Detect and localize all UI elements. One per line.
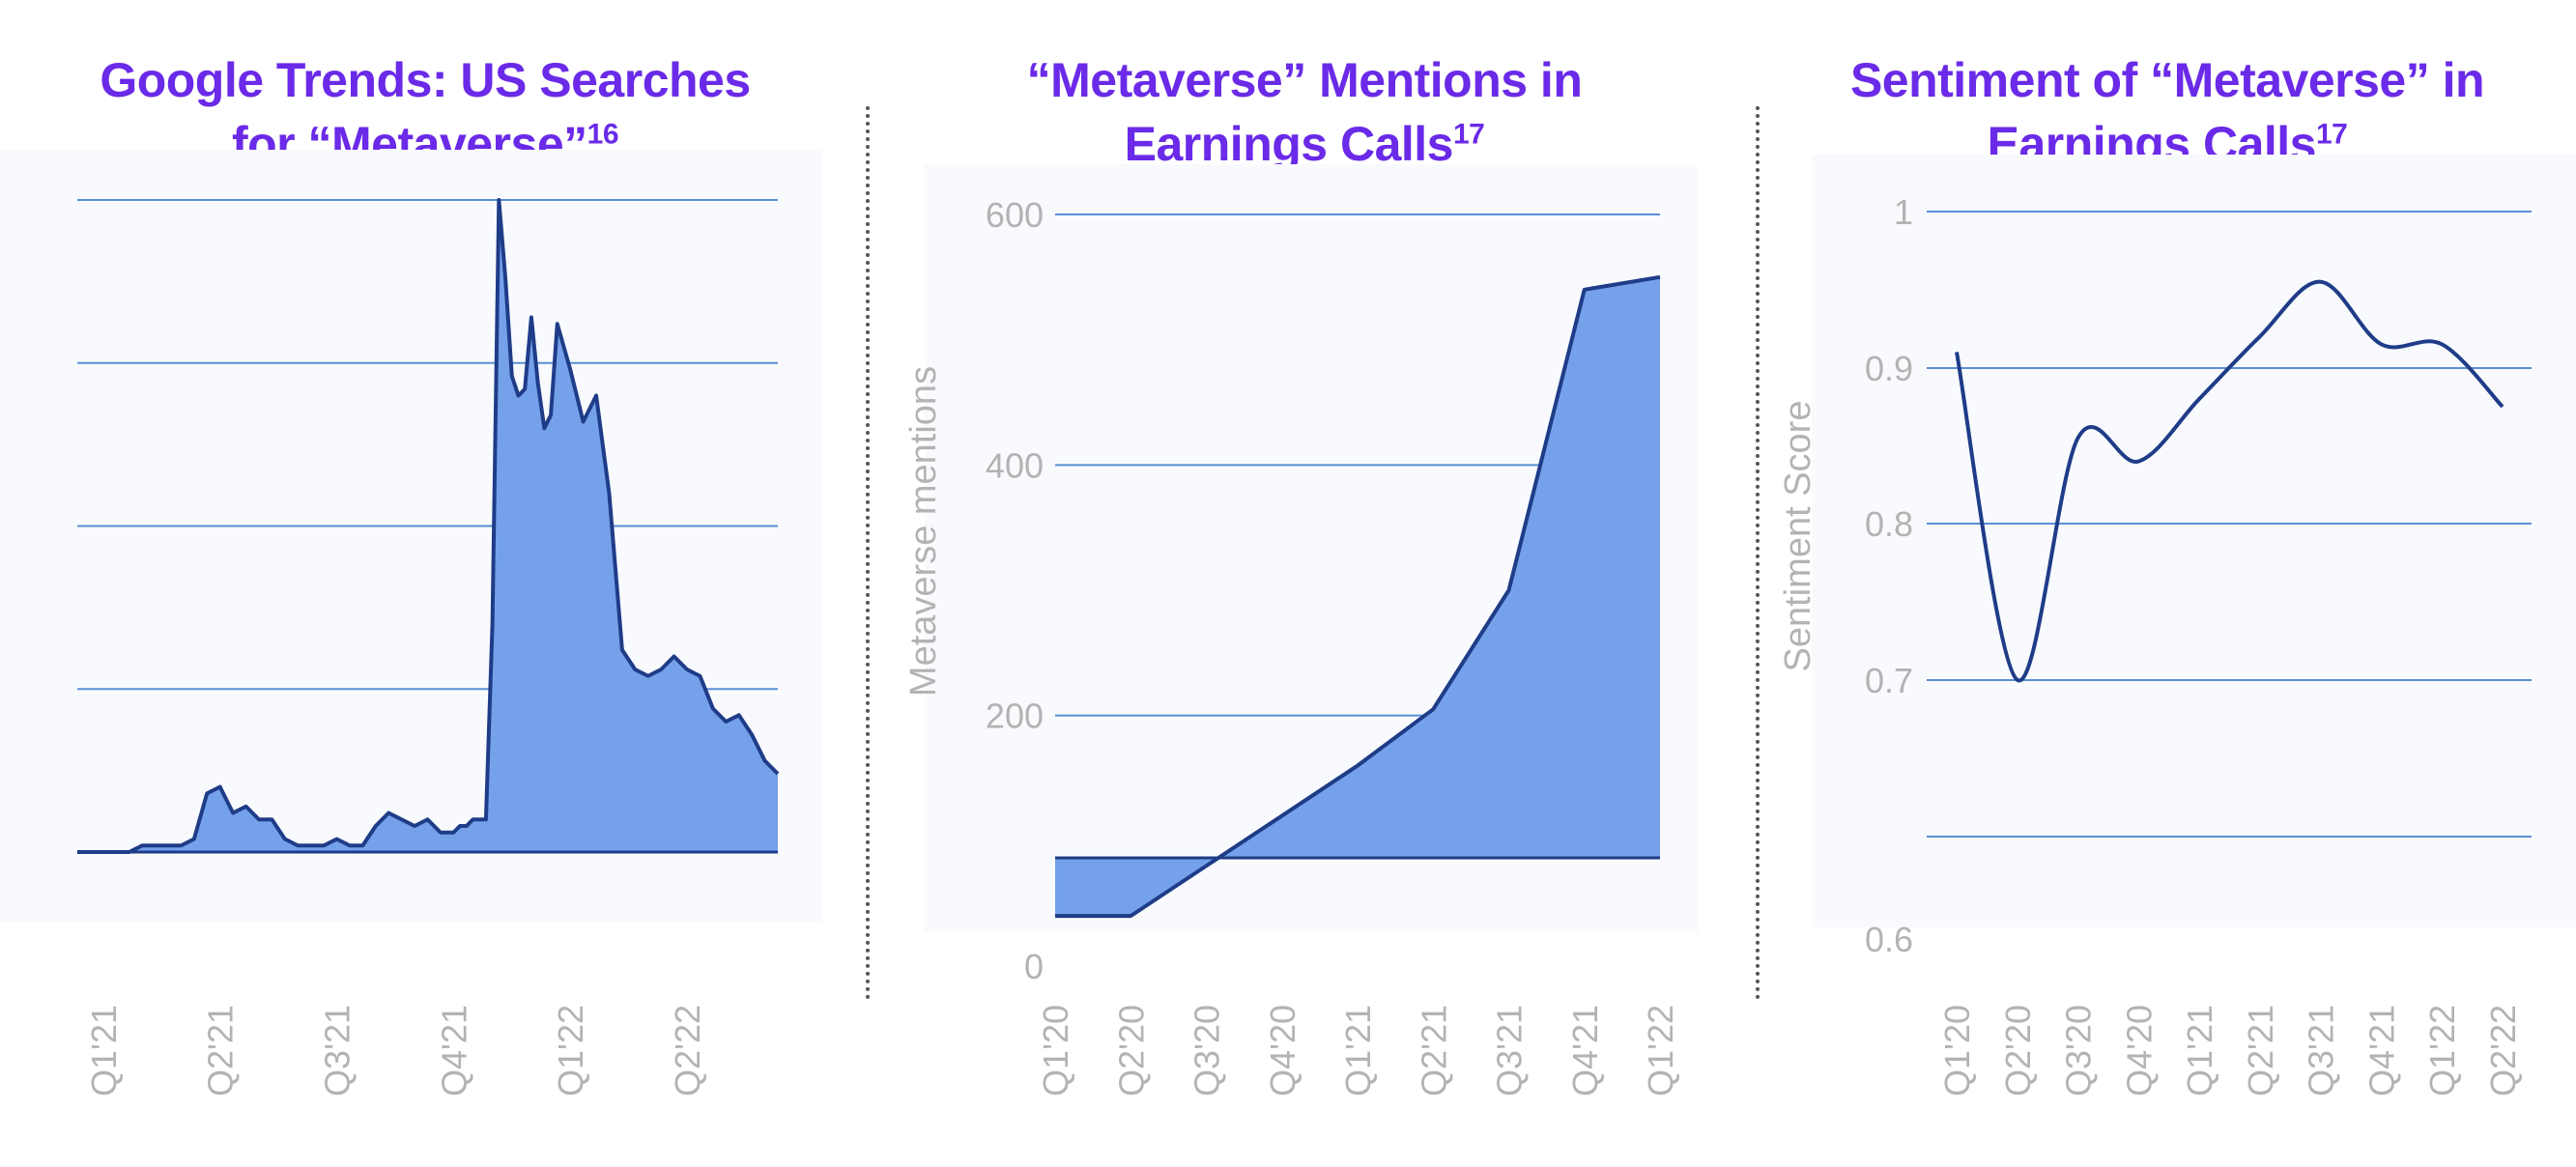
x-tick-label: Q2'21 bbox=[2241, 1005, 2280, 1096]
x-tick-label: Q4'21 bbox=[434, 1005, 473, 1096]
y-tick-label: 200 bbox=[986, 697, 1044, 736]
x-tick-label: Q1'20 bbox=[1937, 1005, 1977, 1096]
plot-background bbox=[1812, 155, 2576, 927]
panel-earnings-mentions: “Metaverse” Mentions in Earnings Calls17… bbox=[879, 0, 1730, 1167]
x-tick-label: Q3'20 bbox=[1188, 1005, 1227, 1096]
x-tick-label: Q2'22 bbox=[668, 1005, 707, 1096]
panel-google-trends: Google Trends: US Searches for “Metavers… bbox=[0, 0, 850, 1167]
y-axis-label: Metaverse mentions bbox=[903, 366, 944, 697]
x-tick-label: Q3'21 bbox=[2302, 1005, 2341, 1096]
chart-title-line: Sentiment of “Metaverse” in bbox=[1849, 53, 2485, 107]
area-fill bbox=[77, 200, 778, 852]
y-tick-label: 0.9 bbox=[1865, 349, 1913, 388]
x-tick-label: Q4'21 bbox=[2361, 1005, 2401, 1096]
y-tick-label: 600 bbox=[986, 195, 1044, 235]
series-line bbox=[77, 198, 780, 854]
x-tick-label: Q2'21 bbox=[201, 1005, 241, 1096]
sentiment-chart: 0.6 0.7 0.8 0.9 1 Sentiment Score Q1'20 Q2'20 Q3… bbox=[1778, 155, 2576, 1096]
chart-title-line: “Metaverse” Mentions in bbox=[1026, 53, 1583, 107]
x-tick-label: Q4'20 bbox=[1263, 1005, 1302, 1096]
x-tick-label: Q2'20 bbox=[1998, 1005, 2038, 1096]
x-tick-label: Q2'22 bbox=[2483, 1005, 2523, 1096]
y-tick-label: 0.7 bbox=[1865, 661, 1913, 700]
series-line bbox=[1955, 279, 2504, 683]
chart-title-line: Google Trends: US Searches bbox=[100, 53, 751, 107]
footnote-ref: 16 bbox=[587, 118, 619, 151]
x-tick-label: Q1'21 bbox=[2180, 1005, 2219, 1096]
x-tick-label: Q1'22 bbox=[1641, 1005, 1680, 1096]
panel-divider bbox=[866, 106, 870, 1000]
chart-title: Google Trends: US Searches for “Metavers… bbox=[0, 48, 850, 176]
panel-sentiment: Sentiment of “Metaverse” in Earnings Cal… bbox=[1759, 0, 2576, 1167]
area-fill bbox=[1055, 276, 1660, 917]
x-tick-label: Q2'21 bbox=[1414, 1005, 1453, 1096]
x-tick-label: Q3'21 bbox=[318, 1005, 358, 1096]
x-tick-label: Q1'22 bbox=[2422, 1005, 2462, 1096]
y-tick-label: 400 bbox=[986, 445, 1044, 485]
panel-divider bbox=[1756, 106, 1760, 1000]
chart-title-line: Earnings Calls bbox=[1124, 117, 1454, 171]
x-tick-label: Q1'22 bbox=[551, 1005, 590, 1096]
x-tick-label: Q4'20 bbox=[2119, 1005, 2159, 1096]
chart-title: “Metaverse” Mentions in Earnings Calls17 bbox=[879, 48, 1730, 176]
series-line bbox=[1055, 274, 1661, 919]
y-tick-label: 0.6 bbox=[1865, 920, 1913, 959]
footnote-ref: 17 bbox=[2315, 118, 2348, 151]
x-tick-label: Q3'20 bbox=[2059, 1005, 2099, 1096]
x-tick-label: Q4'21 bbox=[1565, 1005, 1605, 1096]
y-tick-label: 0 bbox=[1024, 947, 1044, 986]
footnote-ref: 17 bbox=[1452, 118, 1485, 151]
y-tick-label: 1 bbox=[1894, 192, 1913, 232]
x-tick-label: Q1'21 bbox=[1338, 1005, 1378, 1096]
y-axis-label: Sentiment Score bbox=[1778, 401, 1818, 672]
x-tick-label: Q1'20 bbox=[1036, 1005, 1075, 1096]
x-tick-label: Q3'21 bbox=[1490, 1005, 1530, 1096]
y-tick-label: 0.8 bbox=[1865, 504, 1913, 544]
google-trends-chart: Q1'21 Q2'21 Q3'21 Q4'21 Q1'22 Q2'22 bbox=[0, 150, 821, 1096]
x-tick-label: Q2'20 bbox=[1111, 1005, 1151, 1096]
x-tick-label: Q1'21 bbox=[84, 1005, 124, 1096]
earnings-mentions-chart: 0 200 400 600 Metaverse mentions Q1'20 Q2'20 Q3… bbox=[903, 164, 1698, 1096]
